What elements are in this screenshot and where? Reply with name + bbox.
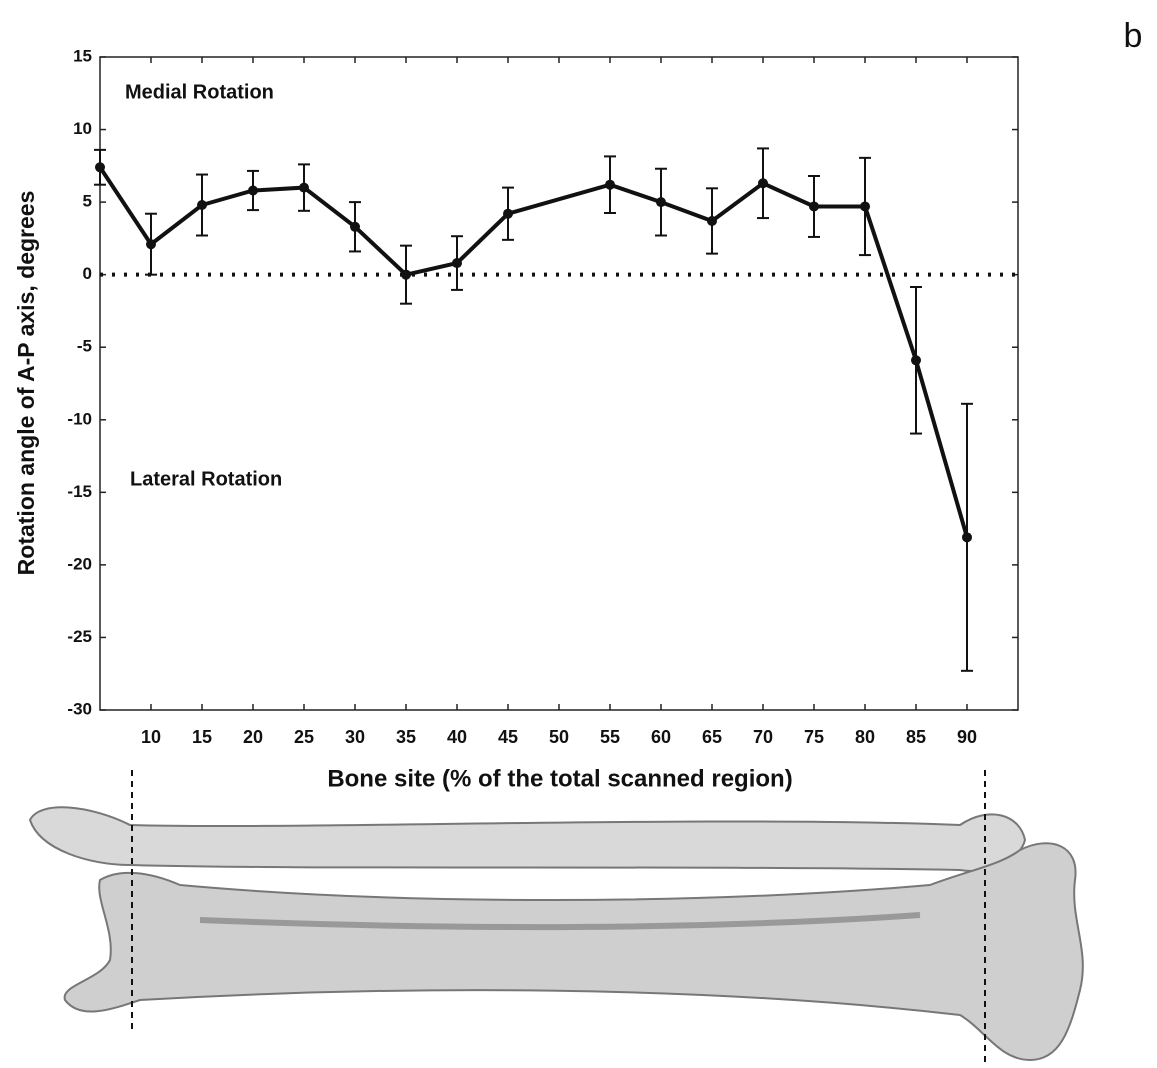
data-point [809, 201, 819, 212]
y-tick-label: -15 [67, 482, 92, 501]
x-tick-label: 45 [498, 727, 518, 747]
x-axis-label: Bone site (% of the total scanned region… [327, 765, 792, 792]
data-point [452, 258, 462, 269]
data-point [146, 239, 156, 250]
data-point [503, 208, 513, 219]
data-point [605, 179, 615, 190]
bone-illustration [28, 770, 1084, 1065]
data-point [911, 355, 921, 366]
y-tick-label: -20 [67, 554, 92, 573]
x-tick-label: 90 [957, 727, 977, 747]
x-tick-label: 10 [141, 727, 161, 747]
data-point [197, 200, 207, 211]
y-tick-label: -5 [77, 337, 92, 356]
x-tick-label: 50 [549, 727, 569, 747]
y-tick-label: -10 [67, 409, 92, 428]
x-tick-label: 55 [600, 727, 620, 747]
plot-frame [99, 56, 1019, 711]
x-tick-label: 65 [702, 727, 722, 747]
y-tick-label: -25 [67, 627, 92, 646]
data-point [758, 178, 768, 189]
x-tick-label: 85 [906, 727, 926, 747]
y-tick-label: 5 [83, 192, 92, 211]
y-tick-label: 0 [83, 264, 92, 283]
x-tick-label: 20 [243, 727, 263, 747]
data-point [95, 162, 105, 173]
annotation: Lateral Rotation [130, 468, 282, 490]
data-point [401, 269, 411, 280]
x-tick-label: 35 [396, 727, 416, 747]
data-point [299, 182, 309, 193]
y-axis-label: Rotation angle of A-P axis, degrees [13, 191, 39, 576]
data-point [707, 215, 717, 226]
data-point [350, 221, 360, 232]
annotation: Medial Rotation [125, 81, 274, 103]
data-point [248, 185, 258, 196]
y-tick-label: -30 [67, 699, 92, 718]
x-tick-label: 60 [651, 727, 671, 747]
x-tick-label: 75 [804, 727, 824, 747]
data-point [656, 197, 666, 208]
x-tick-label: 70 [753, 727, 773, 747]
x-tick-label: 15 [192, 727, 212, 747]
data-point [860, 201, 870, 212]
x-tick-label: 80 [855, 727, 875, 747]
y-tick-label: 15 [73, 46, 92, 65]
x-tick-label: 30 [345, 727, 365, 747]
y-tick-label: 10 [73, 119, 92, 138]
panel-label: b [1124, 17, 1143, 55]
x-tick-label: 25 [294, 727, 314, 747]
data-point [962, 532, 972, 543]
x-tick-label: 40 [447, 727, 467, 747]
